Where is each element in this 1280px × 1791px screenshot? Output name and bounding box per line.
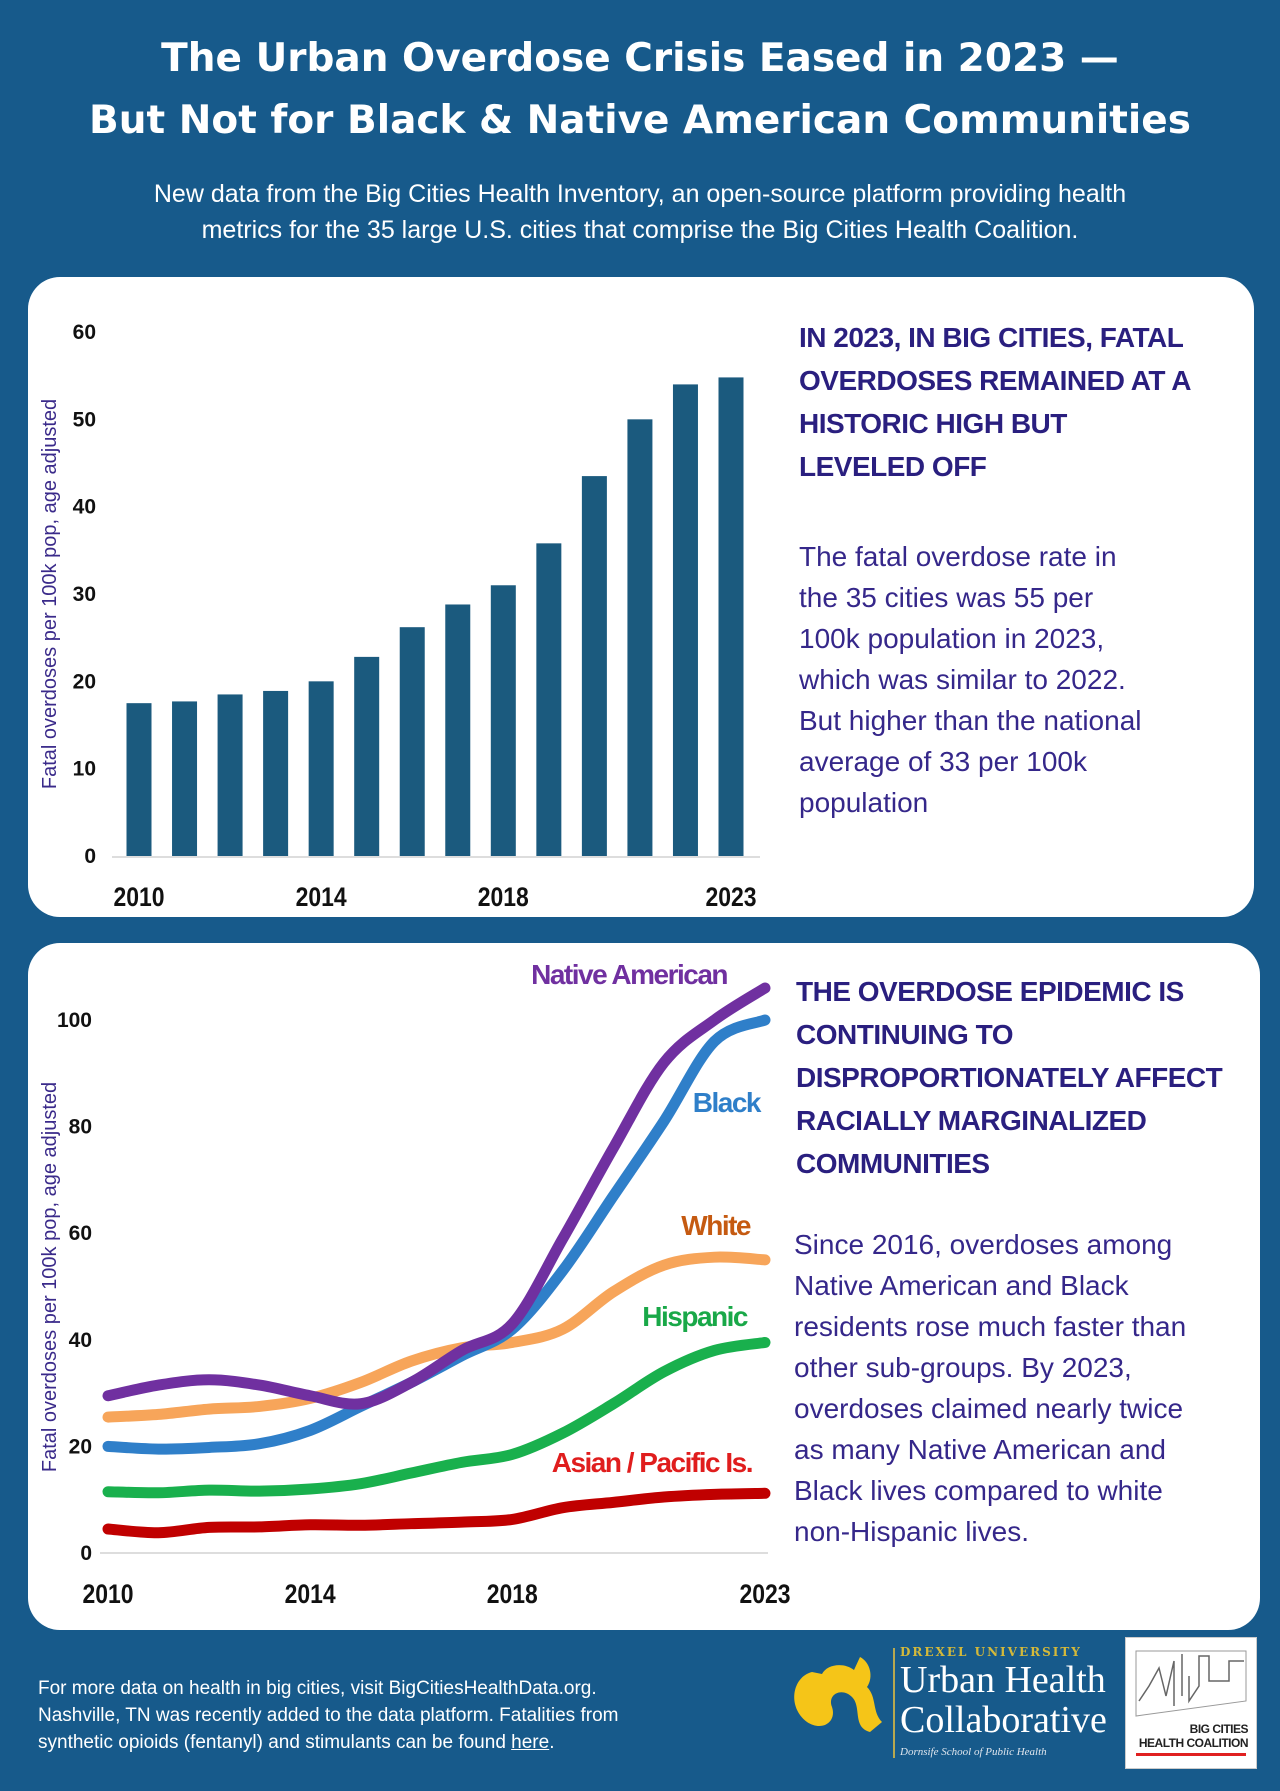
x-tick-label: 2014 (285, 1579, 336, 1609)
bar-2012 (217, 694, 243, 856)
x-tick-label: 2010 (82, 1579, 133, 1609)
y-tick-label: 40 (73, 496, 96, 519)
x-tick-label: 2010 (113, 882, 164, 912)
y-tick-label: 50 (73, 408, 96, 431)
x-tick-label: 2018 (487, 1579, 538, 1609)
line-chart-card (28, 943, 1260, 1630)
panel2.body_lines-line: Since 2016, overdoses among (794, 1229, 1173, 1260)
x-tick-label: 2018 (478, 882, 529, 912)
x-tick-label: 2014 (296, 882, 347, 912)
series-label: White (681, 1210, 751, 1241)
y-tick-label: 0 (80, 1542, 92, 1565)
panel2.body_lines-line: as many Native American and (794, 1434, 1166, 1465)
series-line-hispanic (102, 1336, 771, 1499)
y-axis-title: Fatal overdoses per 100k pop, age adjust… (39, 399, 61, 789)
panel1.heading_lines-line: LEVELED OFF (799, 451, 987, 482)
here-link[interactable]: here (511, 1732, 550, 1753)
series-line-white (102, 1251, 771, 1423)
y-axis-title: Fatal overdoses per 100k pop, age adjust… (39, 1082, 61, 1472)
bar-2010 (126, 703, 152, 856)
series-line-asian-pacific-is- (102, 1487, 771, 1539)
y-tick-label: 80 (69, 1116, 92, 1139)
bchc-logo: BIG CITIES HEALTH COALITION (1125, 1637, 1257, 1769)
y-tick-label: 60 (73, 321, 96, 344)
panel2.heading_lines-line: RACIALLY MARGINALIZED (796, 1105, 1147, 1136)
drexel-logo: DREXEL UNIVERSITY Urban Health Collabora… (782, 1640, 1112, 1765)
bar-2021 (627, 419, 653, 856)
series-label: Hispanic (642, 1301, 748, 1332)
panel1-heading: IN 2023, IN BIG CITIES, FATAL OVERDOSES R… (799, 316, 1191, 488)
panel1.body_lines-line: which was similar to 2022. (799, 664, 1126, 695)
panel2.heading_lines-line: CONTINUING TO (796, 1019, 1013, 1050)
panel2.body_lines-line: Black lives compared to white (794, 1475, 1163, 1506)
panel2.body_lines-line: other sub-groups. By 2023, (794, 1352, 1132, 1383)
dragon-icon (794, 1657, 882, 1732)
bar-2019 (536, 543, 562, 856)
y-tick-label: 10 (73, 758, 96, 781)
y-tick-label: 40 (69, 1329, 92, 1352)
bar-2014 (308, 681, 334, 856)
series-label: Black (693, 1087, 762, 1118)
bar-2015 (354, 656, 380, 856)
panel2.heading_lines-line: THE OVERDOSE EPIDEMIC IS (796, 976, 1184, 1007)
panel2.heading_lines-line: DISPROPORTIONATELY AFFECT (796, 1062, 1223, 1093)
panel1.body_lines-line: 100k population in 2023, (799, 623, 1105, 654)
page-subtitle: New data from the Big Cities Health Inve… (153, 180, 1127, 244)
bchc-accent-bar (1136, 1753, 1246, 1756)
y-tick-label: 0 (84, 845, 96, 868)
bar-2013 (263, 690, 289, 856)
y-tick-label: 100 (57, 1009, 92, 1032)
bar-2023 (718, 377, 744, 856)
x-tick-label: 2023 (705, 882, 756, 912)
panel1.heading_lines-line: IN 2023, IN BIG CITIES, FATAL (799, 322, 1184, 353)
panel1.heading_lines-line: OVERDOSES REMAINED AT A (799, 365, 1191, 396)
panel1.body_lines-line: The fatal overdose rate in (799, 541, 1117, 572)
panel2.body_lines-line: residents rose much faster than (794, 1311, 1187, 1342)
bar-2017 (445, 604, 471, 856)
y-tick-label: 60 (69, 1222, 92, 1245)
panel1-body: The fatal overdose rate in the 35 cities … (799, 536, 1141, 823)
bar-2011 (172, 701, 198, 856)
logo-divider (893, 1648, 895, 1758)
panel2-body: Since 2016, overdoses among Native Americ… (794, 1224, 1186, 1552)
x-tick-label: 2023 (739, 1579, 790, 1609)
bar-2016 (399, 627, 425, 856)
panel1.body_lines-line: the 35 cities was 55 per (799, 582, 1094, 613)
series-label: Native American (531, 959, 727, 990)
series-label: Asian / Pacific Is. (552, 1447, 752, 1478)
panel2.body_lines-line: Native American and Black (794, 1270, 1129, 1301)
bar-2018 (490, 585, 516, 856)
panel1.body_lines-line: average of 33 per 100k (799, 746, 1087, 777)
panel1.body_lines-line: But higher than the national (799, 705, 1142, 736)
y-tick-label: 20 (69, 1435, 92, 1458)
panel2-heading: THE OVERDOSE EPIDEMIC IS CONTINUING TO DIS… (796, 970, 1223, 1185)
panel2.heading_lines-line: COMMUNITIES (796, 1148, 990, 1179)
y-tick-label: 30 (73, 583, 96, 606)
panel2.body_lines-line: non-Hispanic lives. (794, 1516, 1029, 1547)
series-line-native-american (102, 982, 771, 1410)
panel1.heading_lines-line: HISTORIC HIGH BUT (799, 408, 1067, 439)
city-skyline-icon (1135, 1650, 1247, 1717)
y-tick-label: 20 (73, 670, 96, 693)
page-title: The Urban Overdose Crisis Eased in 2023 … (89, 36, 1191, 143)
footer-note: For more data on health in big cities, v… (38, 1678, 619, 1753)
panel1.body_lines-line: population (799, 787, 929, 818)
bar-2020 (581, 476, 607, 856)
bar-2022 (672, 384, 698, 856)
panel2.body_lines-line: overdoses claimed nearly twice (794, 1393, 1184, 1424)
